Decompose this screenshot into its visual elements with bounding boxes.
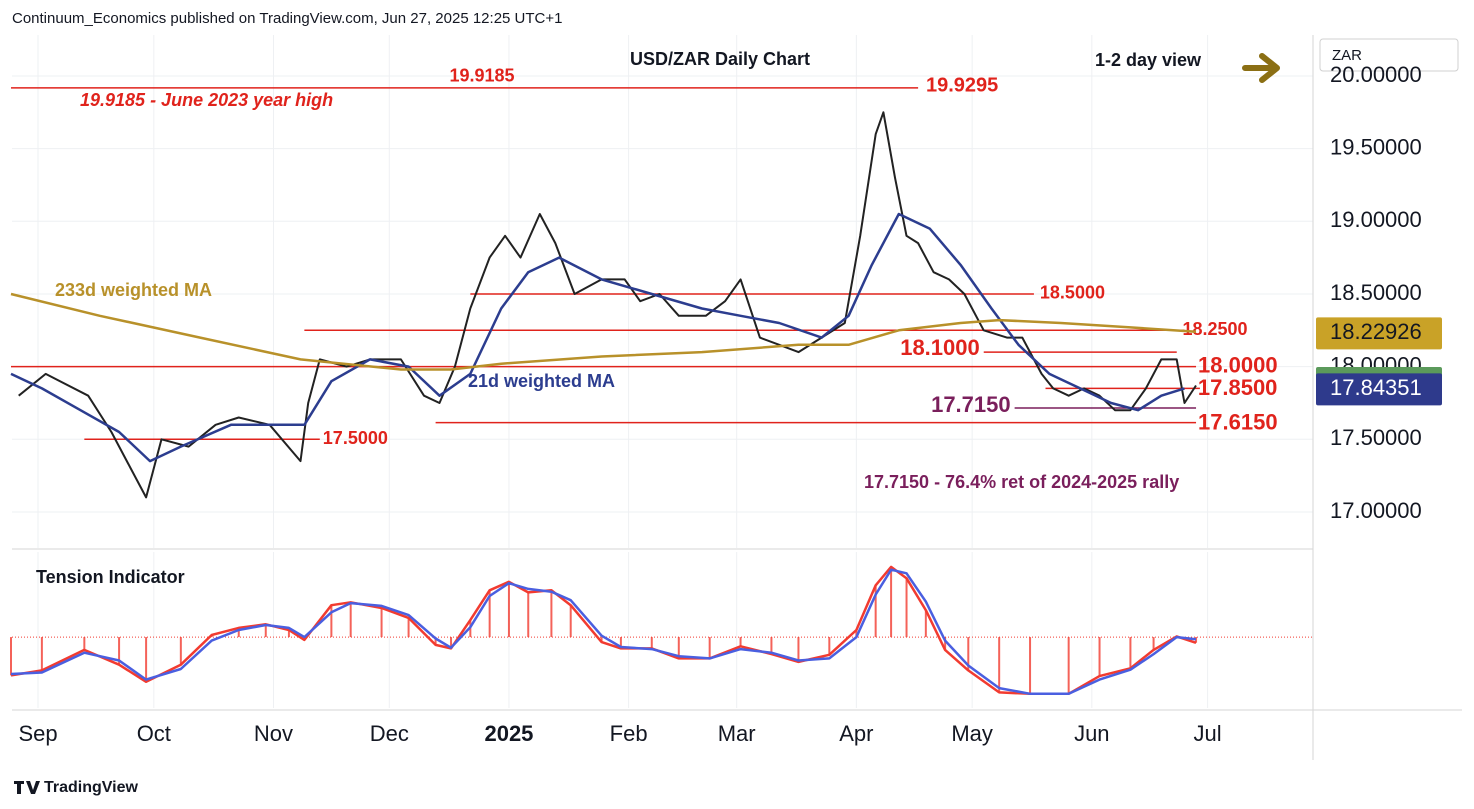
x-tick-label: Jul bbox=[1194, 721, 1222, 746]
chart-title: USD/ZAR Daily Chart bbox=[630, 49, 810, 69]
x-tick-label: May bbox=[951, 721, 993, 746]
y-tick-label: 17.00000 bbox=[1330, 498, 1422, 523]
level-label: 17.6150 bbox=[1198, 409, 1278, 434]
series-label: 233d weighted MA bbox=[55, 280, 212, 300]
series-label: 21d weighted MA bbox=[468, 371, 615, 391]
price-tag bbox=[1316, 317, 1442, 350]
x-tick-label: Feb bbox=[610, 721, 648, 746]
x-tick-label: Apr bbox=[839, 721, 873, 746]
level-label: 18.0000 bbox=[1198, 352, 1278, 377]
annotation: 19.9185 - June 2023 year high bbox=[80, 90, 333, 110]
x-tick-label: Nov bbox=[254, 721, 293, 746]
x-tick-label: Mar bbox=[718, 721, 756, 746]
x-tick-label: Dec bbox=[370, 721, 409, 746]
price-tag-label: 18.22926 bbox=[1330, 319, 1422, 344]
annotation: 19.9295 bbox=[926, 74, 998, 96]
x-tick-label: Sep bbox=[18, 721, 57, 746]
level-label: 18.2500 bbox=[1182, 319, 1247, 339]
header: Continuum_Economics published on Trading… bbox=[12, 10, 562, 27]
price-tag-label: 17.84351 bbox=[1330, 375, 1422, 400]
series-line bbox=[10, 292, 1197, 371]
level-label: 17.8500 bbox=[1198, 375, 1278, 400]
y-tick-label: 20.00000 bbox=[1330, 62, 1422, 87]
y-tick-label: 19.00000 bbox=[1330, 207, 1422, 232]
currency: ZAR bbox=[1332, 47, 1362, 64]
series-line bbox=[18, 111, 1197, 499]
y-tick-label: 19.50000 bbox=[1330, 134, 1422, 159]
logo bbox=[14, 781, 40, 794]
level-label: 18.5000 bbox=[1040, 283, 1105, 303]
series-line bbox=[10, 568, 1197, 696]
level-label: 19.9185 bbox=[449, 66, 514, 86]
price-tag bbox=[1316, 373, 1442, 406]
level-label: 17.7150 bbox=[931, 392, 1011, 417]
panel-title: Tension Indicator bbox=[36, 567, 185, 587]
x-tick-label: Jun bbox=[1074, 721, 1109, 746]
footer: TradingView bbox=[44, 779, 139, 796]
x-tick-label: 2025 bbox=[484, 721, 533, 746]
annotation: 17.7150 - 76.4% ret of 2024-2025 rally bbox=[864, 472, 1179, 492]
currency-box bbox=[1319, 38, 1459, 72]
series-line bbox=[10, 212, 1185, 463]
y-tick-label: 17.50000 bbox=[1330, 425, 1422, 450]
plot: 19.9185 18.5000 18.2500 18.1000 18.000017.85… bbox=[9, 66, 1313, 696]
x-tick-label: Oct bbox=[137, 721, 171, 746]
level-label: 18.1000 bbox=[900, 335, 980, 360]
y-tick-label: 18.50000 bbox=[1330, 280, 1422, 305]
level-label: 17.5000 bbox=[323, 428, 388, 448]
view-arrow bbox=[1242, 53, 1280, 83]
view-label: 1-2 day view bbox=[1095, 50, 1202, 70]
